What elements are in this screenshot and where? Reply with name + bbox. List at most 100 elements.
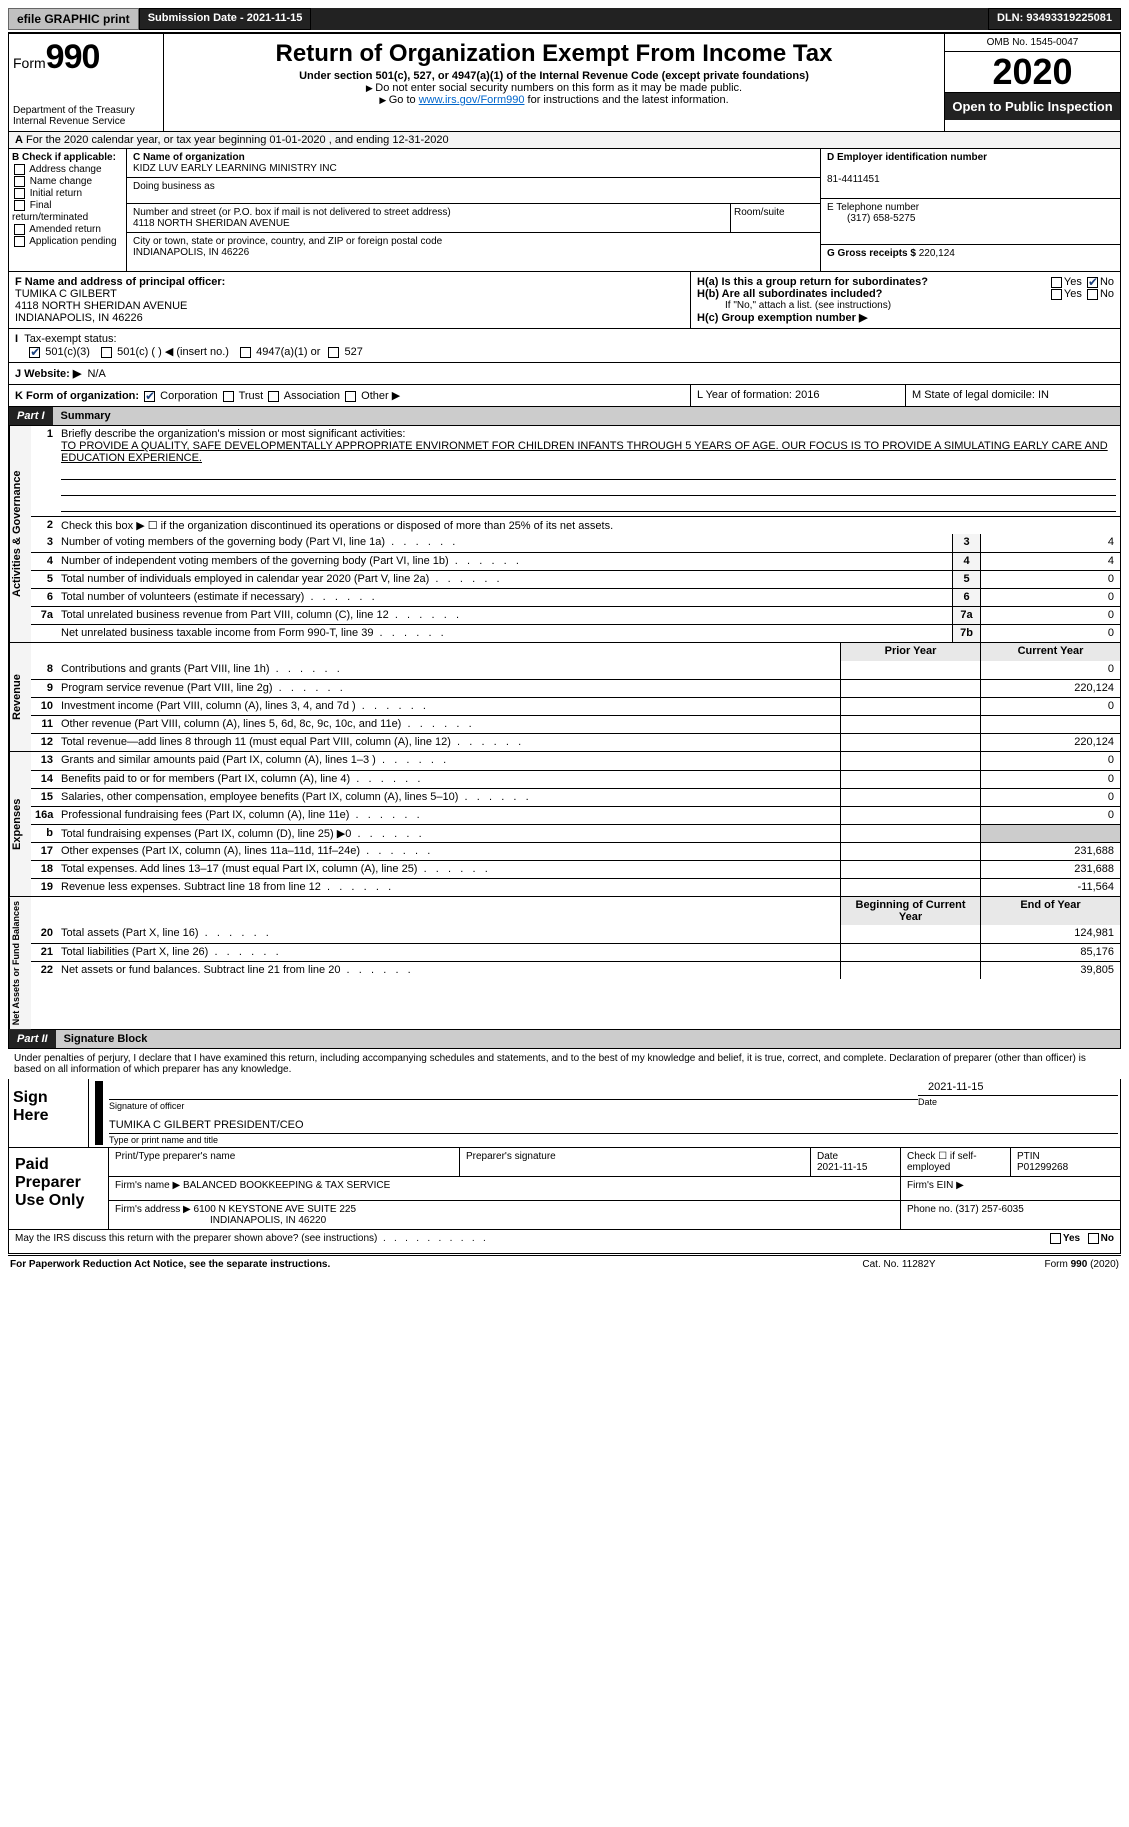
ln-num: 17 [31, 843, 57, 860]
header-right: OMB No. 1545-0047 2020 Open to Public In… [945, 34, 1120, 131]
pra-notice: For Paperwork Reduction Act Notice, see … [10, 1259, 819, 1270]
sign-here-label: Sign Here [9, 1079, 89, 1147]
form-prefix: Form [13, 55, 46, 71]
gov-line-6: 6 Total number of volunteers (estimate i… [31, 588, 1120, 606]
sig-date-line: Date [918, 1095, 1118, 1107]
ha-yes-checkbox[interactable] [1051, 277, 1062, 288]
k-other-checkbox[interactable] [345, 391, 356, 402]
hb-yes-checkbox[interactable] [1051, 289, 1062, 300]
ln-num: 3 [31, 534, 57, 552]
efile-print-button[interactable]: efile GRAPHIC print [8, 8, 139, 30]
k-trust-checkbox[interactable] [223, 391, 234, 402]
ln-curr [980, 825, 1120, 842]
chk-final-return[interactable]: Final return/terminated [12, 200, 123, 222]
ln-prior [840, 661, 980, 679]
chk-address-change[interactable]: Address change [12, 164, 123, 175]
paid-preparer-body: Print/Type preparer's name Preparer's si… [109, 1148, 1120, 1229]
discuss-yes-checkbox[interactable] [1050, 1233, 1061, 1244]
rev-line-10: 10 Investment income (Part VIII, column … [31, 697, 1120, 715]
ln-2-num: 2 [31, 517, 57, 534]
ln-num: 10 [31, 698, 57, 715]
col-b-title: B Check if applicable: [12, 152, 123, 163]
ein-value: 81-4411451 [827, 174, 880, 185]
c-name-lbl: C Name of organization [133, 152, 245, 163]
chk-amended[interactable]: Amended return [12, 224, 123, 235]
hb-row: H(b) Are all subordinates included? Yes … [697, 288, 1114, 300]
ln-text: Benefits paid to or for members (Part IX… [57, 771, 840, 788]
d-ein-cell: D Employer identification number 81-4411… [821, 149, 1120, 199]
line-1-mission: 1 Briefly describe the organization's mi… [31, 426, 1120, 516]
ln-text: Total revenue—add lines 8 through 11 (mu… [57, 734, 840, 751]
ln-mini: 3 [952, 534, 980, 552]
discuss-yes-lbl: Yes [1063, 1233, 1080, 1250]
ln-text: Other revenue (Part VIII, column (A), li… [57, 716, 840, 733]
name-title-cell: TUMIKA C GILBERT PRESIDENT/CEO Type or p… [109, 1119, 1118, 1145]
f-lbl: F Name and address of principal officer: [15, 276, 225, 288]
row-a-tax-year: A For the 2020 calendar year, or tax yea… [8, 132, 1121, 149]
ln-mini: 5 [952, 571, 980, 588]
cd-top: C Name of organization KIDZ LUV EARLY LE… [127, 149, 1120, 271]
sig-officer-cell: Signature of officer [109, 1081, 918, 1111]
ln-text: Total number of volunteers (estimate if … [57, 589, 952, 606]
sign-here-row: Sign Here Signature of officer 2021-11-1… [9, 1079, 1120, 1147]
room-cell: Room/suite [730, 204, 820, 233]
hb-no-checkbox[interactable] [1087, 289, 1098, 300]
dln-label: DLN: 93493319225081 [988, 8, 1121, 30]
f-officer: F Name and address of principal officer:… [9, 272, 690, 328]
chk-initial-return[interactable]: Initial return [12, 188, 123, 199]
i-501c-checkbox[interactable] [101, 347, 112, 358]
i-tax-status: I Tax-exempt status: 501(c)(3) 501(c) ( … [9, 329, 690, 362]
sidebar-expenses: Expenses [9, 752, 31, 896]
chk-name-change[interactable]: Name change [12, 176, 123, 187]
ln-num: 16a [31, 807, 57, 824]
preparer-row3: Firm's address ▶ 6100 N KEYSTONE AVE SUI… [109, 1200, 1120, 1229]
ln-num: 4 [31, 553, 57, 570]
k-corp-checkbox[interactable] [144, 391, 155, 402]
perjury-declaration: Under penalties of perjury, I declare th… [8, 1049, 1121, 1079]
org-city: INDIANAPOLIS, IN 46226 [133, 247, 249, 258]
net-line-20: 20 Total assets (Part X, line 16) 124,98… [31, 925, 1120, 943]
discuss-no-checkbox[interactable] [1088, 1233, 1099, 1244]
ln-curr: 220,124 [980, 734, 1120, 751]
k-assoc-checkbox[interactable] [268, 391, 279, 402]
i-4947-checkbox[interactable] [240, 347, 251, 358]
phone-lbl: Phone no. [907, 1204, 953, 1215]
ln-prior [840, 698, 980, 715]
ln-num: 8 [31, 661, 57, 679]
exp-line-15: 15 Salaries, other compensation, employe… [31, 788, 1120, 806]
chk-app-pending[interactable]: Application pending [12, 236, 123, 247]
i-501c-lbl: 501(c) ( ) ◀ (insert no.) [117, 346, 229, 358]
ln-num: 6 [31, 589, 57, 606]
prior-year-hdr: Prior Year [840, 643, 980, 661]
hc-row: H(c) Group exemption number ▶ [697, 311, 1114, 324]
dept-treasury: Department of the Treasury Internal Reve… [13, 105, 159, 127]
ln-text: Net unrelated business taxable income fr… [57, 625, 952, 642]
city-cell: City or town, state or province, country… [127, 233, 820, 261]
net-line-22: 22 Net assets or fund balances. Subtract… [31, 961, 1120, 979]
dba-lbl: Doing business as [133, 181, 215, 192]
ln-prior [840, 825, 980, 842]
irs-link[interactable]: www.irs.gov/Form990 [419, 94, 525, 106]
ln-text: Total number of individuals employed in … [57, 571, 952, 588]
ln-prior [840, 789, 980, 806]
gov-line-7b: Net unrelated business taxable income fr… [31, 624, 1120, 642]
k-trust-lbl: Trust [239, 390, 264, 402]
i-527-checkbox[interactable] [328, 347, 339, 358]
exp-line-13: 13 Grants and similar amounts paid (Part… [31, 752, 1120, 770]
sec-gov-body: 1 Briefly describe the organization's mi… [31, 426, 1120, 642]
ha-no-checkbox[interactable] [1087, 277, 1098, 288]
preparer-row2: Firm's name ▶ BALANCED BOOKKEEPING & TAX… [109, 1176, 1120, 1200]
ln-curr: 0 [980, 789, 1120, 806]
part1-header: Part I Summary [8, 407, 1121, 426]
h-block: H(a) Is this a group return for subordin… [690, 272, 1120, 328]
ptin-lbl: PTIN [1017, 1151, 1040, 1162]
i-501c3-checkbox[interactable] [29, 347, 40, 358]
i-lbl: Tax-exempt status: [24, 333, 116, 345]
sec-revenue: Revenue Prior Year Current Year 8 Contri… [8, 643, 1121, 752]
k-lbl: K Form of organization: [15, 390, 139, 402]
l-m-cells: L Year of formation: 2016 M State of leg… [690, 385, 1120, 406]
e-phone-cell: E Telephone number (317) 658-5275 [821, 199, 1120, 245]
ln-num: 19 [31, 879, 57, 896]
part2-header: Part II Signature Block [8, 1030, 1121, 1049]
net-line-21: 21 Total liabilities (Part X, line 26) 8… [31, 943, 1120, 961]
